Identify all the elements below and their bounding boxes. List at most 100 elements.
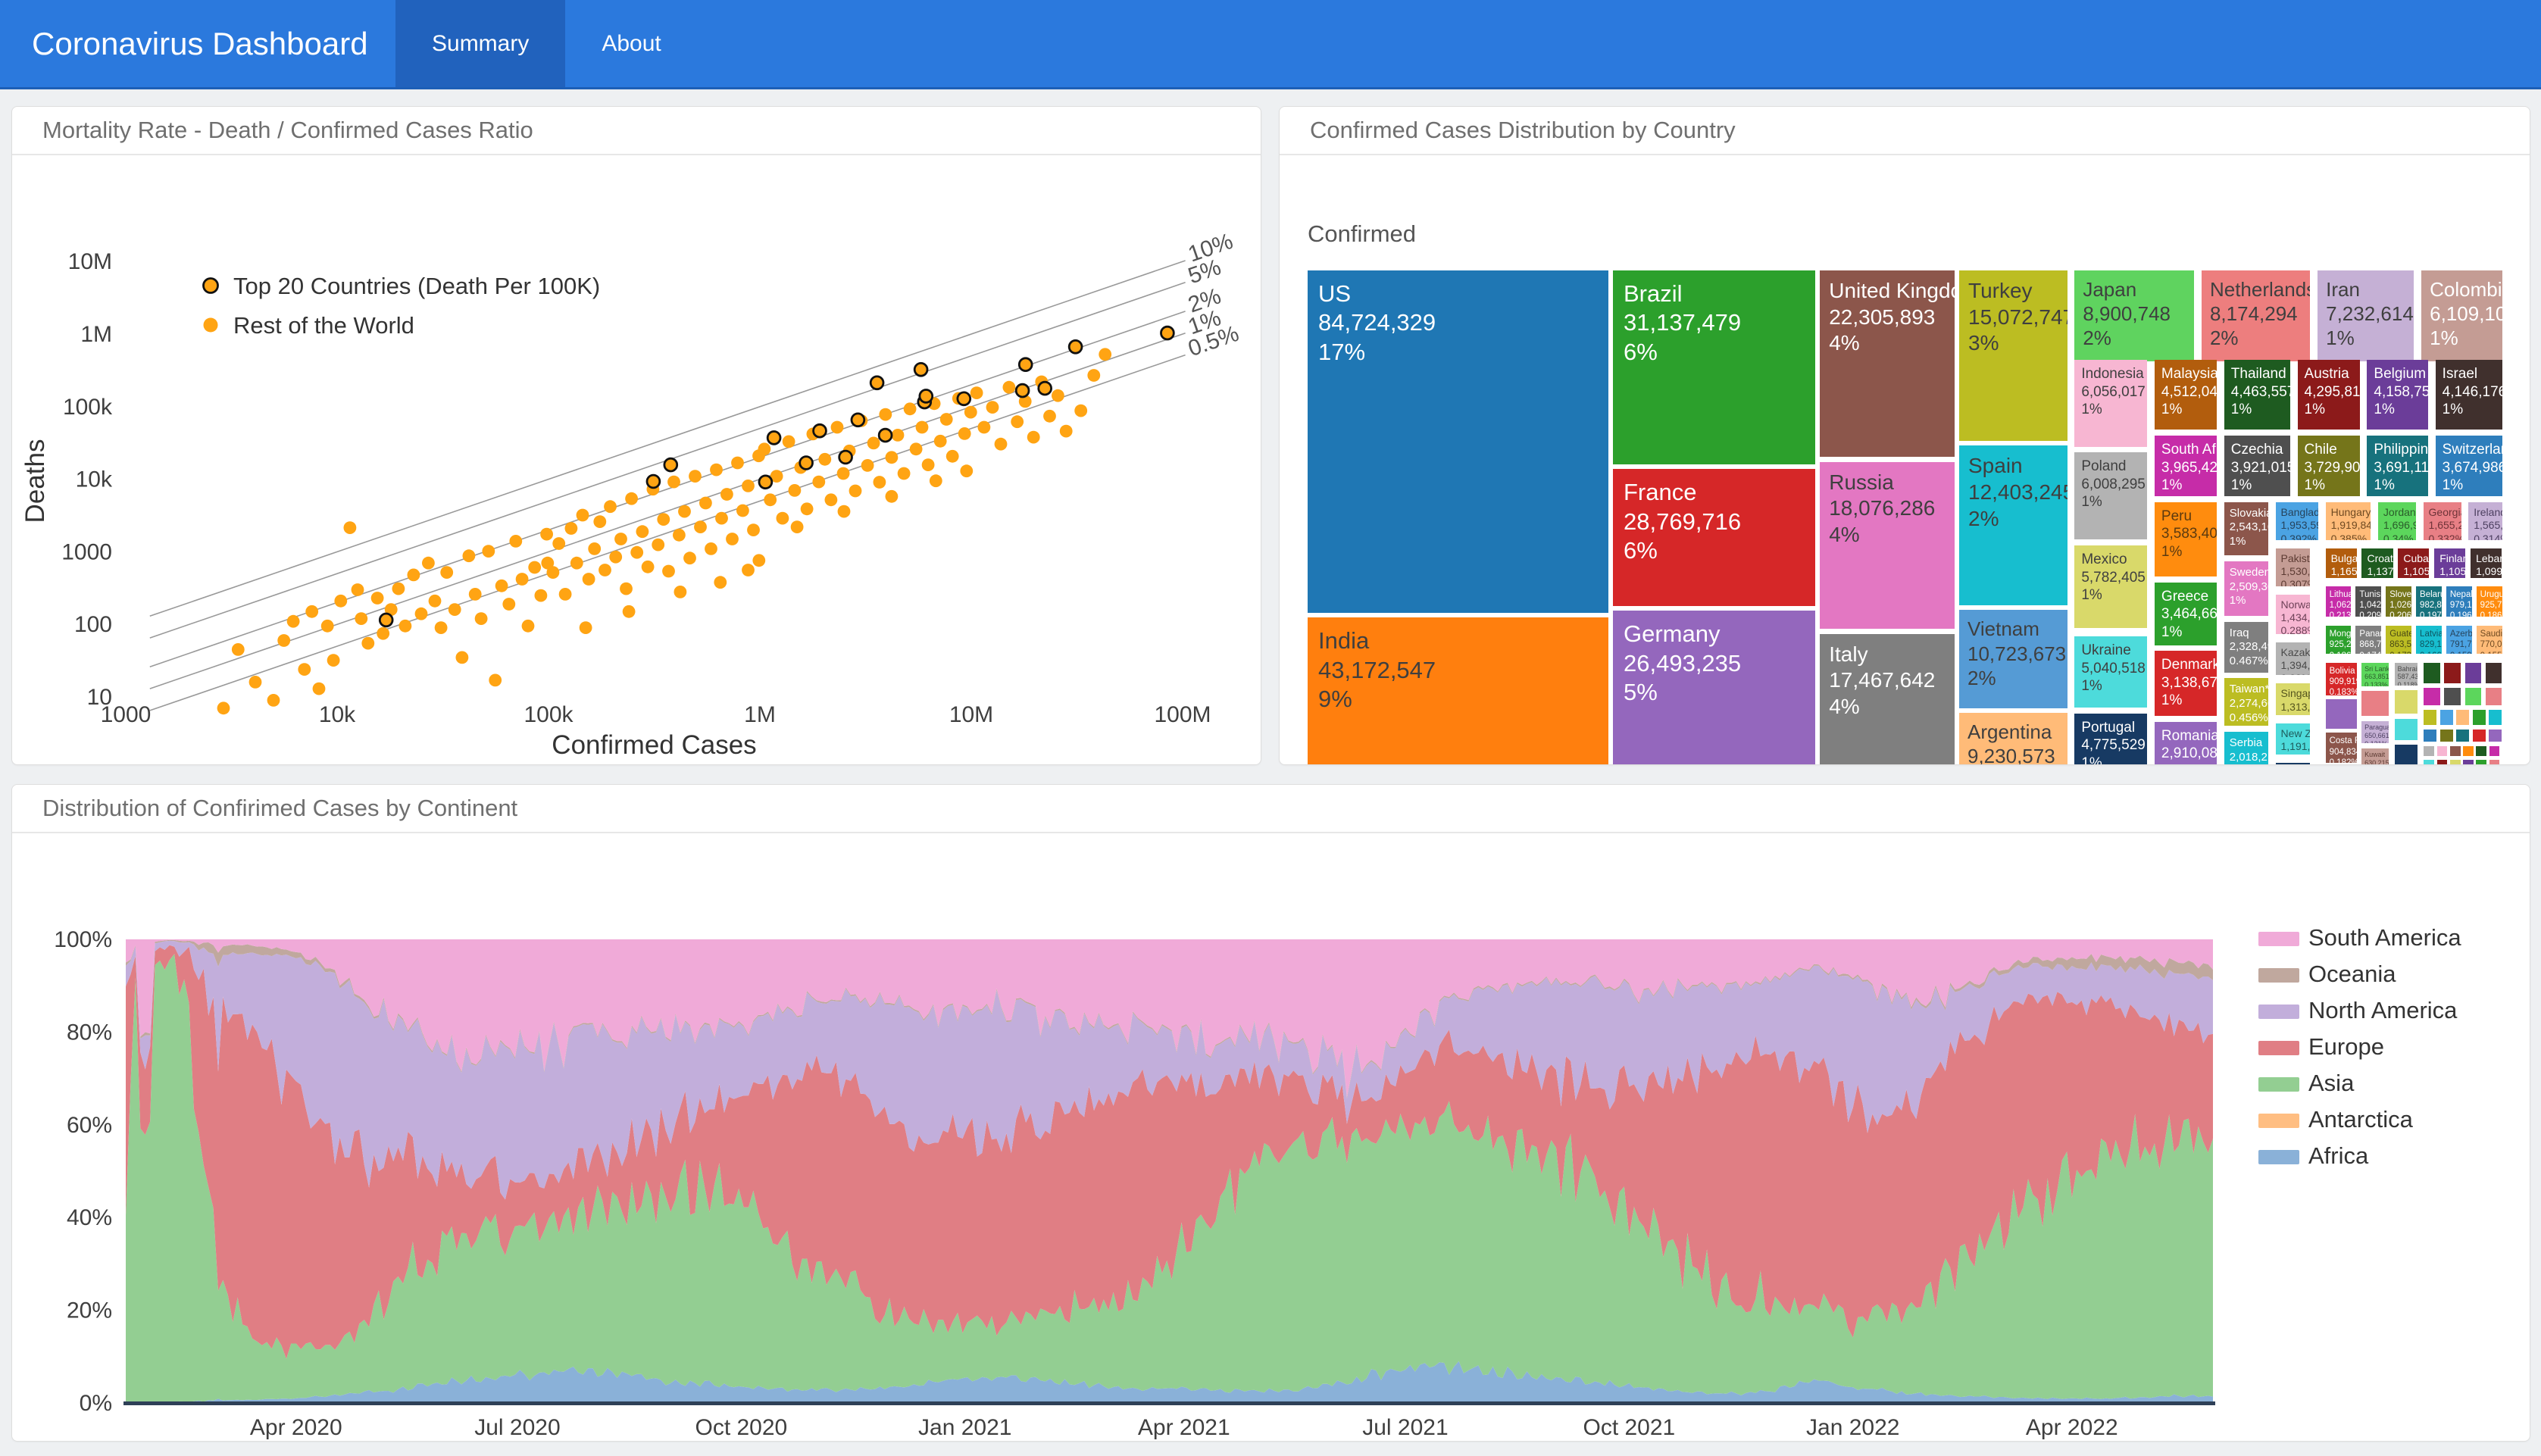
treemap-cell-tiny[interactable] [2456, 709, 2470, 725]
treemap-cell[interactable]: Panama868,7960.174% [2355, 626, 2382, 654]
treemap-cell-tiny[interactable] [2439, 729, 2453, 742]
treemap-cell-tiny[interactable] [2476, 760, 2487, 764]
treemap-cell[interactable]: Colombia6,109,1051% [2421, 270, 2502, 362]
treemap-cell-tiny[interactable] [2424, 745, 2435, 756]
treemap-cell-tiny[interactable] [2489, 729, 2502, 742]
treemap-cell[interactable]: Bangladesh1,953,5920.392% [2275, 501, 2318, 541]
treemap-cell-tiny[interactable] [2464, 687, 2482, 706]
treemap-cell[interactable]: Singapore1,313,8490.264% [2275, 683, 2311, 715]
treemap-cell[interactable]: Turkey 15,072,747 3% [1959, 270, 2067, 441]
treemap-cell-small[interactable] [2325, 699, 2357, 729]
treemap-cell[interactable]: Norway1,434,6530.288% [2275, 594, 2311, 635]
treemap-cell-tiny[interactable] [2449, 760, 2461, 764]
treemap-cell[interactable]: Lebanon1,099,3680.221% [2471, 548, 2502, 578]
treemap-cell-tiny[interactable] [2444, 687, 2461, 706]
treemap-cell[interactable]: Italy 17,467,642 4% [1820, 633, 1955, 764]
treemap-cell[interactable]: US 84,724,329 17% [1308, 270, 1608, 613]
treemap-cell[interactable]: Slovenia1,026,9130.206% [2386, 586, 2412, 617]
treemap-cell-tiny[interactable] [2439, 709, 2453, 725]
area-legend-item-africa[interactable]: Africa [2258, 1142, 2369, 1169]
continent-area-chart[interactable]: 0% 20% 40% 60% 80% 100% Apr 2020 Jul 2020 Oct 20… [12, 833, 2530, 1441]
treemap-cell[interactable]: Israel 4,146,176 1% [2435, 360, 2502, 430]
treemap-cell[interactable]: Azerbaijan791,7650.159% [2446, 626, 2472, 654]
confirmed-treemap-chart[interactable]: US 84,724,329 17% India 43,172,547 9% Brazil 31… [1308, 270, 2529, 764]
treemap-cell[interactable]: Uruguay925,7770.186% [2476, 586, 2502, 617]
treemap-cell[interactable]: Mexico 5,782,405 1% [2074, 545, 2148, 628]
treemap-cell[interactable]: Indonesia 6,056,017 1% [2074, 360, 2148, 448]
treemap-cell-tiny[interactable] [2449, 745, 2461, 756]
treemap-cell[interactable]: Japan 8,900,748 2% [2074, 270, 2195, 362]
treemap-cell-tiny[interactable] [2424, 687, 2441, 706]
treemap-cell[interactable]: Kazakhstan1,394,9350.28% [2275, 642, 2311, 676]
treemap-cell[interactable]: Saudi Arabia770,0850.155% [2476, 626, 2502, 654]
treemap-cell-small[interactable] [2394, 719, 2418, 741]
legend-rest-label[interactable]: Rest of the World [233, 312, 414, 339]
treemap-cell[interactable]: Germany 26,493,235 5% [1613, 611, 1815, 764]
treemap-cell-tiny[interactable] [2444, 662, 2461, 684]
legend-top20-label[interactable]: Top 20 Countries (Death Per 100K) [233, 273, 600, 299]
treemap-cell[interactable]: Netherlands 8,174,294 2% [2201, 270, 2311, 362]
treemap-cell[interactable]: Georgia1,655,2210.332% [2423, 501, 2461, 541]
treemap-cell[interactable]: Ukraine 5,040,518 1% [2074, 636, 2148, 708]
treemap-cell[interactable]: India 43,172,547 9% [1308, 617, 1608, 764]
scatter-legend[interactable]: Top 20 Countries (Death Per 100K) Rest of… [202, 273, 601, 339]
treemap-cell-tiny[interactable] [2464, 662, 2482, 684]
treemap-cell[interactable]: Finland1,105,2110.222% [2434, 548, 2466, 578]
treemap-cell-tiny[interactable] [2456, 729, 2470, 742]
treemap-cell[interactable]: Philippines3,691,1141% [2367, 435, 2428, 497]
treemap-cell-tiny[interactable] [2472, 709, 2486, 725]
treemap-cell[interactable]: Taiwan*2,274,6660.456% [2224, 678, 2268, 726]
treemap-cell-tiny[interactable] [2463, 745, 2474, 756]
area-legend-item-antarctica[interactable]: Antarctica [2258, 1106, 2414, 1133]
treemap-cell-small[interactable] [2394, 744, 2418, 764]
treemap-cell[interactable]: Bulgaria1,165,7270.234% [2325, 548, 2357, 578]
treemap-cell-tiny[interactable] [2436, 745, 2448, 756]
treemap-cell[interactable]: Costa Rica904,8340.182% [2325, 733, 2357, 763]
treemap-cell[interactable]: Guatemala863,5850.173% [2386, 626, 2412, 654]
treemap-cell[interactable]: South Africa3,965,4221% [2154, 435, 2218, 497]
treemap-cell[interactable]: Portugal 4,775,529 1% [2074, 713, 2148, 764]
area-legend-item-oceania[interactable]: Oceania [2258, 961, 2396, 987]
treemap-cell[interactable]: Peru 3,583,4031% [2154, 501, 2218, 577]
treemap-cell[interactable]: Tunisia1,042,8720.209% [2355, 586, 2382, 617]
treemap-cell[interactable]: Lithuania1,062,9500.213% [2325, 586, 2352, 617]
treemap-cell-tiny[interactable] [2424, 709, 2437, 725]
treemap-cell-tiny[interactable] [2436, 760, 2448, 764]
treemap-cell-tiny[interactable] [2489, 760, 2500, 764]
treemap-cell[interactable]: Belarus982,8670.197% [2416, 586, 2442, 617]
treemap-cell[interactable]: Mongolia925,2270.186% [2325, 626, 2352, 654]
treemap-cell-tiny[interactable] [2476, 745, 2487, 756]
treemap-cell[interactable]: Morocco1,169,4820.235% [2275, 763, 2311, 764]
treemap-cell[interactable]: Croatia1,137,5970.228% [2361, 548, 2393, 578]
area-legend-item-north-america[interactable]: North America [2258, 997, 2458, 1023]
treemap-cell[interactable]: Bahrain587,4300.118% [2394, 662, 2418, 686]
area-legend-item-asia[interactable]: Asia [2258, 1070, 2355, 1096]
tab-about[interactable]: About [602, 30, 661, 56]
treemap-cell-tiny[interactable] [2485, 687, 2502, 706]
treemap-cell-small[interactable] [2394, 689, 2418, 714]
treemap-cell[interactable]: Slovakia2,543,1601% [2224, 501, 2268, 556]
treemap-cell[interactable]: Poland 6,008,295 1% [2074, 452, 2148, 539]
treemap-cell-tiny[interactable] [2489, 709, 2502, 725]
tab-summary[interactable]: Summary [395, 0, 566, 87]
treemap-cell-tiny[interactable] [2424, 662, 2441, 684]
treemap-cell-tiny[interactable] [2472, 729, 2486, 742]
